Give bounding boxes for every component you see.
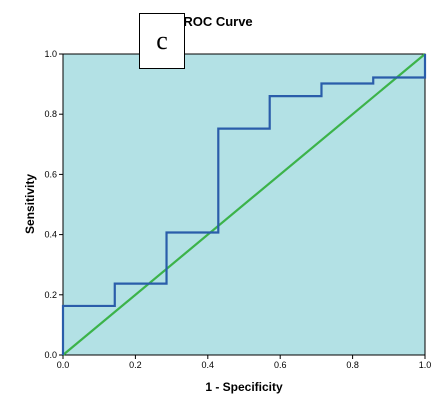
- x-tick-label: 0.2: [129, 360, 142, 370]
- y-tick-label: 1.0: [44, 49, 57, 59]
- y-tick-label: 0.0: [44, 350, 57, 360]
- y-tick-label: 0.2: [44, 290, 57, 300]
- reference-diagonal-line: [62, 53, 426, 356]
- y-axis: 0.0 0.2 0.4 0.6 0.8 1.0: [44, 49, 63, 360]
- y-tick-label: 0.4: [44, 230, 57, 240]
- panel-label: c: [156, 26, 168, 55]
- roc-curve-line: [61, 54, 427, 355]
- x-tick-label: 0.8: [346, 360, 359, 370]
- panel-label-box: c: [139, 13, 185, 69]
- y-axis-label: Sensitivity: [23, 174, 37, 234]
- series-layer: [61, 53, 427, 356]
- chart-title: ROC Curve: [183, 14, 252, 29]
- x-tick-label: 0.0: [57, 360, 70, 370]
- x-tick-label: 1.0: [419, 360, 432, 370]
- x-tick-label: 0.4: [202, 360, 215, 370]
- y-tick-label: 0.6: [44, 169, 57, 179]
- y-tick-label: 0.8: [44, 109, 57, 119]
- x-tick-label: 0.6: [274, 360, 287, 370]
- x-axis-label: 1 - Specificity: [205, 380, 283, 394]
- x-axis: 0.0 0.2 0.4 0.6 0.8 1.0: [57, 355, 432, 370]
